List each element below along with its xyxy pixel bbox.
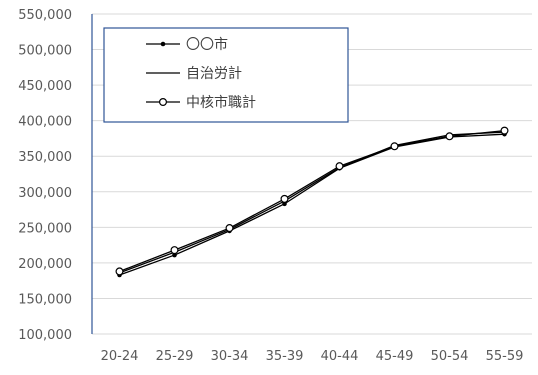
y-tick-label: 200,000: [18, 257, 72, 272]
series-line: [119, 133, 505, 276]
legend-label: 中核市職計: [186, 94, 256, 111]
data-point: [170, 246, 179, 255]
y-tick-label: 300,000: [18, 186, 72, 201]
data-point: [115, 267, 124, 276]
data-point: [225, 224, 234, 233]
legend-marker: [159, 97, 168, 106]
y-axis: 100,000 150,000 200,000 250,000 300,000 350,0…: [18, 8, 93, 343]
legend-marker: [160, 41, 166, 47]
legend-box: [103, 27, 349, 123]
series-group: [115, 126, 509, 278]
x-tick-label: 20-24: [101, 349, 139, 364]
x-axis: 20-24 25-29 30-34 35-39 40-44 45-49 50-54 55-59: [101, 349, 524, 364]
y-tick-label: 350,000: [18, 150, 72, 165]
y-tick-label: 500,000: [18, 44, 72, 59]
y-tick-label: 450,000: [18, 79, 72, 94]
x-tick-label: 25-29: [156, 349, 194, 364]
data-point: [445, 132, 454, 141]
x-tick-label: 35-39: [266, 349, 304, 364]
y-tick-label: 150,000: [18, 292, 72, 307]
x-tick-label: 45-49: [376, 349, 414, 364]
y-tick-label: 250,000: [18, 221, 72, 236]
legend-label: 自治労計: [186, 66, 242, 82]
y-tick-label: 550,000: [18, 8, 72, 23]
data-point: [390, 142, 399, 151]
data-point: [500, 126, 509, 135]
x-tick-label: 55-59: [486, 349, 524, 364]
data-point: [335, 162, 344, 171]
data-point: [280, 194, 289, 203]
y-tick-label: 100,000: [18, 328, 72, 343]
x-tick-label: 40-44: [321, 349, 359, 364]
legend-label: 〇〇市: [186, 36, 228, 53]
x-tick-label: 50-54: [431, 349, 469, 364]
x-tick-label: 30-34: [211, 349, 249, 364]
y-tick-label: 400,000: [18, 115, 72, 130]
series-line: [119, 131, 505, 274]
series-line: [119, 129, 505, 273]
